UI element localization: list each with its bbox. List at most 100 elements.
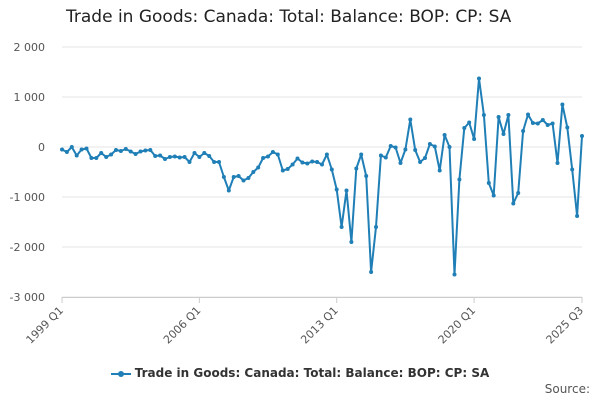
data-point <box>481 113 486 117</box>
data-point <box>555 161 560 165</box>
data-point <box>354 166 359 171</box>
data-series <box>60 76 584 277</box>
data-point <box>275 152 280 157</box>
data-point <box>84 146 89 151</box>
data-point <box>575 214 580 218</box>
x-tick-label: 1999 Q1 <box>24 304 67 347</box>
data-point <box>212 160 217 164</box>
data-point <box>511 201 516 206</box>
data-point <box>290 162 295 167</box>
data-point <box>526 112 530 117</box>
x-tick-label: 2020 Q1 <box>436 304 479 347</box>
data-point <box>99 151 104 155</box>
data-point <box>418 160 423 164</box>
data-point <box>202 151 207 155</box>
data-point <box>324 152 329 157</box>
data-point <box>570 167 575 172</box>
data-point <box>79 147 84 152</box>
data-point <box>64 150 69 154</box>
data-point <box>467 120 472 125</box>
data-point <box>280 168 285 173</box>
x-axis-labels: 1999 Q1 2006 Q1 2013 Q1 2020 Q1 2025 Q3 <box>24 304 587 347</box>
data-point <box>246 176 251 180</box>
data-point <box>423 156 427 160</box>
data-point <box>226 188 231 193</box>
data-point <box>565 125 570 130</box>
data-point <box>535 121 540 126</box>
legend[interactable]: Trade in Goods: Canada: Total: Balance: … <box>0 366 600 380</box>
data-point <box>300 160 305 165</box>
data-point <box>334 187 339 192</box>
data-point <box>60 147 64 152</box>
data-point <box>207 154 212 158</box>
data-point <box>344 188 349 193</box>
x-tick-label: 2006 Q1 <box>161 304 204 347</box>
data-point <box>172 154 177 159</box>
data-point <box>167 155 172 159</box>
data-point <box>496 115 501 119</box>
data-point <box>94 156 99 160</box>
data-point <box>221 175 226 179</box>
data-point <box>580 134 584 138</box>
data-point <box>69 145 74 149</box>
data-point <box>491 193 496 198</box>
grid-lines <box>62 46 582 298</box>
data-point <box>432 144 437 149</box>
data-point <box>437 168 442 173</box>
data-point <box>143 148 148 153</box>
data-point <box>359 152 364 157</box>
data-point <box>329 167 334 172</box>
data-point <box>540 118 545 122</box>
data-point <box>457 177 462 182</box>
data-point <box>315 160 320 164</box>
data-point <box>270 150 275 154</box>
data-point <box>89 156 94 160</box>
y-axis-labels: 2 000 1 000 0 -1 000 -2 000 -3 000 <box>10 41 45 304</box>
data-point <box>550 121 555 126</box>
data-point <box>123 147 128 151</box>
data-point <box>516 191 521 195</box>
data-point <box>310 159 315 164</box>
legend-swatch <box>110 370 131 378</box>
data-point <box>427 142 432 146</box>
source-label: Source: <box>544 382 590 396</box>
data-point <box>374 225 378 229</box>
x-tick-label: 2013 Q1 <box>298 304 341 347</box>
data-point <box>192 151 197 155</box>
x-axis <box>61 297 583 303</box>
data-point <box>506 113 511 117</box>
data-point <box>118 149 123 153</box>
data-point <box>530 121 535 125</box>
data-point <box>408 117 413 122</box>
chart-title: Trade in Goods: Canada: Total: Balance: … <box>66 7 512 27</box>
data-point <box>403 147 408 152</box>
data-point <box>472 137 477 141</box>
y-tick-label: -2 000 <box>10 241 45 254</box>
data-point <box>388 144 393 148</box>
data-point <box>442 133 447 137</box>
y-tick-label: -1 000 <box>10 191 45 204</box>
data-point <box>104 155 109 159</box>
y-tick-label: 1 000 <box>14 91 46 104</box>
data-point <box>545 123 550 127</box>
data-point <box>158 153 163 158</box>
x-tick-label: 2025 Q3 <box>544 304 587 347</box>
data-point <box>148 148 153 152</box>
data-point <box>447 145 452 149</box>
data-point <box>364 174 369 178</box>
data-point <box>462 126 467 130</box>
data-point <box>197 155 202 159</box>
data-point <box>452 272 457 277</box>
data-point <box>114 148 118 152</box>
data-point <box>261 156 266 160</box>
data-point <box>241 178 246 183</box>
data-point <box>398 161 403 165</box>
data-point <box>501 132 506 136</box>
data-point <box>153 154 158 158</box>
data-point <box>320 162 324 167</box>
data-point <box>369 270 374 274</box>
series-line <box>61 77 583 276</box>
data-point <box>128 149 133 154</box>
